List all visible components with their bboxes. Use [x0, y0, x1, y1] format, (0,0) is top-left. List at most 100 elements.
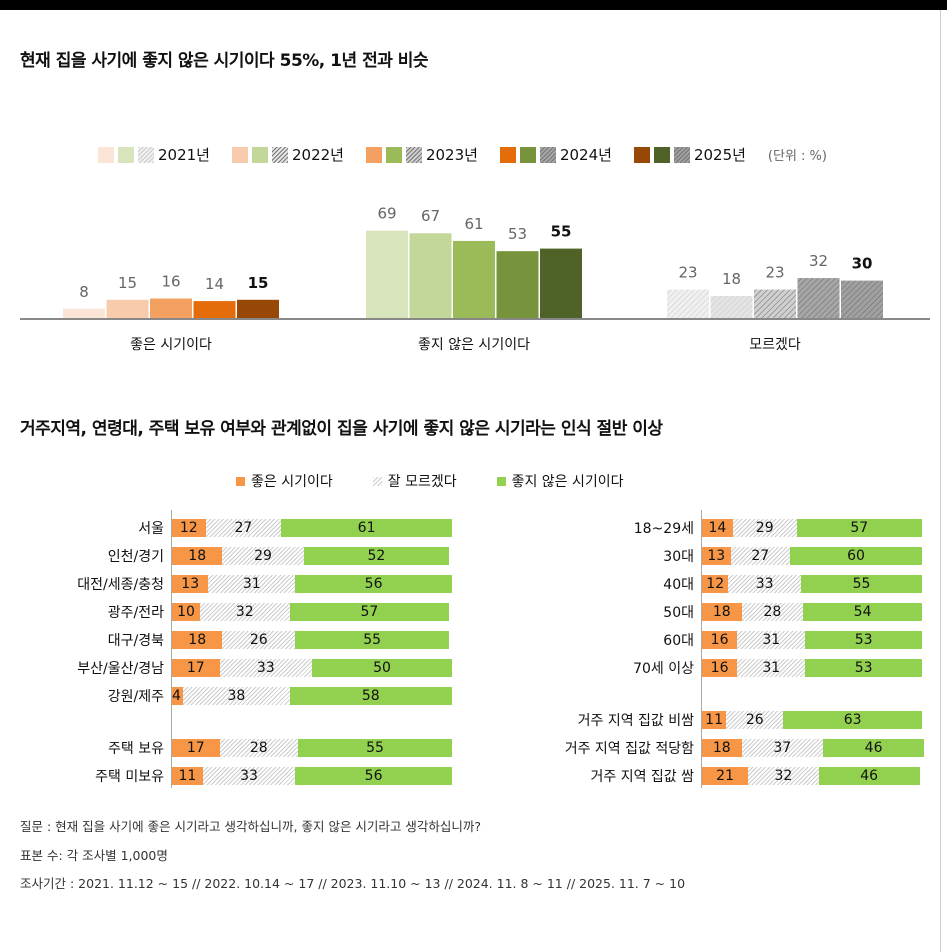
stacked-segment: 18	[702, 603, 742, 621]
stacked-segment: 27	[205, 519, 282, 537]
legend-label: 좋은 시기이다	[251, 474, 333, 490]
data-label: 32	[809, 252, 828, 270]
stacked-segment: 32	[748, 767, 819, 785]
stacked-segment: 11	[702, 711, 727, 729]
row-label: 60대	[663, 633, 694, 649]
bar	[841, 280, 883, 319]
category-label: 좋은 시기이다	[130, 337, 212, 353]
data-label: 67	[421, 207, 440, 225]
footer-sample: 표본 수: 각 조사별 1,000명	[20, 848, 168, 863]
stacked-segment: 29	[222, 547, 304, 565]
stacked-segment: 38	[183, 687, 290, 705]
axis-line	[701, 510, 702, 788]
row-label: 거주 지역 집값 적당함	[564, 741, 694, 757]
row-label: 부산/울산/경남	[77, 661, 164, 677]
bar	[453, 240, 495, 319]
category-label: 모르겠다	[749, 337, 801, 353]
stacked-segment: 50	[312, 659, 452, 677]
stacked-segment: 60	[790, 547, 922, 565]
legend-item: 잘 모르겠다	[372, 471, 457, 491]
stacked-segment: 53	[805, 631, 922, 649]
legend-bottom: 좋은 시기이다 잘 모르겠다 좋지 않은 시기이다	[236, 471, 664, 491]
legend-swatch	[499, 146, 516, 163]
stacked-segment: 54	[803, 603, 922, 621]
legend-swatch	[138, 146, 154, 163]
row-label: 18~29세	[633, 521, 694, 537]
bar	[496, 251, 539, 319]
data-label: 18	[722, 270, 741, 288]
stacked-segment: 17	[172, 739, 220, 757]
stacked-segment: 18	[172, 631, 223, 649]
legend-label: 2024년	[559, 146, 612, 164]
stacked-segment: 31	[737, 659, 806, 677]
data-label: 69	[377, 205, 396, 223]
stacked-segment: 52	[303, 547, 450, 565]
bar	[193, 301, 236, 319]
legend-swatch	[118, 146, 134, 163]
row-label: 거주 지역 집값 쌈	[590, 769, 694, 785]
data-label: 15	[248, 274, 269, 292]
stacked-segment: 57	[796, 519, 922, 537]
data-label: 15	[118, 274, 137, 292]
legend-item: 2025년	[633, 144, 746, 165]
legend-item: 2024년	[499, 144, 612, 165]
bar	[797, 278, 840, 319]
stacked-segment: 17	[172, 659, 220, 677]
data-label: 53	[508, 225, 527, 243]
bar	[237, 299, 279, 319]
unit-label: (단위 : %)	[767, 149, 827, 164]
legend-item: 2022년	[231, 144, 344, 165]
row-label: 강원/제주	[107, 689, 164, 705]
data-label: 23	[765, 264, 784, 282]
data-label: 23	[678, 264, 697, 282]
stacked-segment: 28	[219, 739, 298, 757]
stacked-segment: 14	[702, 519, 733, 537]
legend-swatch	[365, 146, 382, 163]
legend-swatch	[653, 146, 670, 163]
bar	[150, 298, 192, 319]
stacked-segment: 12	[702, 575, 729, 593]
stacked-segment: 4	[172, 687, 184, 705]
stacked-segment: 33	[219, 659, 312, 677]
legend-label: 2025년	[693, 146, 746, 164]
stacked-segment: 61	[281, 519, 452, 537]
stacked-segment: 33	[728, 575, 801, 593]
data-label: 61	[464, 215, 483, 233]
data-label: 30	[852, 255, 873, 273]
stacked-segment: 28	[741, 603, 804, 621]
stacked-segment: 13	[172, 575, 209, 593]
legend-swatch	[539, 146, 556, 163]
stacked-segment: 53	[805, 659, 922, 677]
stacked-segment: 31	[737, 631, 806, 649]
row-label: 대구/경북	[107, 633, 164, 649]
legend-item: 2021년	[98, 144, 210, 165]
stacked-segment: 46	[818, 767, 920, 785]
stacked-segment: 26	[726, 711, 784, 729]
chart-title-2: 거주지역, 연령대, 주택 보유 여부와 관계없이 집을 사기에 좋지 않은 시…	[20, 419, 663, 439]
data-label: 16	[161, 273, 180, 291]
legend-label: 2022년	[291, 146, 344, 164]
legend-swatch	[405, 146, 422, 163]
bar	[366, 230, 408, 319]
legend-top: 2021년 2022년 2023년 2024년 2025년 (단위 : %)	[98, 144, 827, 165]
stacked-segment: 10	[172, 603, 200, 621]
stacked-segment: 16	[702, 631, 738, 649]
category-label: 좋지 않은 시기이다	[418, 337, 530, 353]
legend-swatch	[372, 476, 382, 486]
stacked-segment: 63	[783, 711, 922, 729]
stacked-segment: 33	[202, 767, 296, 785]
top-bar	[0, 0, 947, 10]
frame-border	[940, 10, 941, 952]
legend-swatch	[673, 146, 690, 163]
legend-item: 좋은 시기이다	[236, 471, 333, 491]
stacked-segment: 46	[823, 739, 925, 757]
row-label: 40대	[663, 577, 694, 593]
stacked-segment: 27	[730, 547, 790, 565]
legend-label: 잘 모르겠다	[387, 474, 457, 490]
row-label: 50대	[663, 605, 694, 621]
stacked-segment: 32	[200, 603, 290, 621]
row-label: 대전/세종/충청	[77, 577, 164, 593]
legend-label: 2023년	[425, 146, 478, 164]
legend-swatch	[385, 146, 402, 163]
legend-swatch	[519, 146, 536, 163]
